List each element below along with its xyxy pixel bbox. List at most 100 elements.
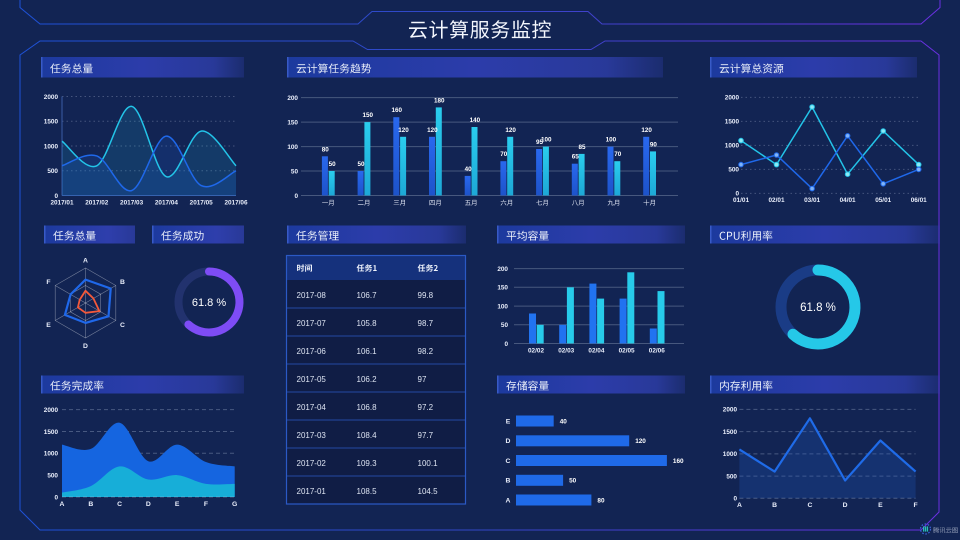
svg-text:D: D <box>843 502 848 509</box>
svg-text:F: F <box>914 502 918 509</box>
svg-text:100: 100 <box>606 137 617 144</box>
svg-text:E: E <box>878 502 883 509</box>
svg-text:02/01: 02/01 <box>769 197 785 204</box>
svg-text:C: C <box>807 502 812 509</box>
svg-text:2000: 2000 <box>44 94 59 101</box>
svg-text:70: 70 <box>614 151 622 158</box>
svg-text:0: 0 <box>54 494 58 501</box>
svg-text:97: 97 <box>418 375 427 384</box>
svg-text:05/01: 05/01 <box>875 197 891 204</box>
svg-text:A: A <box>60 501 65 508</box>
svg-text:65: 65 <box>572 154 580 161</box>
svg-text:2017-05: 2017-05 <box>297 375 327 384</box>
svg-text:85: 85 <box>578 144 586 151</box>
svg-text:2000: 2000 <box>723 407 738 414</box>
svg-text:0: 0 <box>733 496 737 503</box>
svg-text:50: 50 <box>357 161 365 168</box>
svg-text:40: 40 <box>465 166 473 173</box>
svg-text:90: 90 <box>650 141 658 148</box>
svg-text:61.8 %: 61.8 % <box>800 302 836 314</box>
svg-text:B: B <box>772 502 777 509</box>
svg-text:0: 0 <box>504 341 508 348</box>
svg-text:2000: 2000 <box>725 95 740 102</box>
svg-text:80: 80 <box>597 497 605 504</box>
svg-text:B: B <box>88 501 93 508</box>
svg-text:80: 80 <box>322 146 330 153</box>
svg-text:2017-01: 2017-01 <box>297 487 327 496</box>
svg-text:03/01: 03/01 <box>804 197 820 204</box>
svg-text:200: 200 <box>497 266 508 273</box>
svg-text:2017/03: 2017/03 <box>120 200 144 207</box>
svg-text:2017-03: 2017-03 <box>297 431 327 440</box>
svg-text:106.1: 106.1 <box>357 347 378 356</box>
svg-text:C: C <box>120 322 125 329</box>
svg-text:120: 120 <box>635 438 646 445</box>
svg-text:150: 150 <box>287 119 298 126</box>
svg-text:100: 100 <box>287 144 298 151</box>
svg-text:0: 0 <box>735 191 739 198</box>
svg-text:B: B <box>506 478 511 485</box>
svg-text:A: A <box>506 497 511 504</box>
svg-text:2017/06: 2017/06 <box>224 200 248 207</box>
svg-text:1500: 1500 <box>723 429 738 436</box>
svg-text:104.5: 104.5 <box>418 487 439 496</box>
svg-text:D: D <box>83 343 88 350</box>
svg-text:500: 500 <box>47 168 58 175</box>
svg-text:A: A <box>83 258 88 265</box>
svg-text:2017-08: 2017-08 <box>297 291 327 300</box>
svg-text:E: E <box>506 418 511 425</box>
svg-text:1500: 1500 <box>725 119 740 126</box>
svg-text:B: B <box>120 279 125 286</box>
svg-text:40: 40 <box>560 418 568 425</box>
svg-text:2017/05: 2017/05 <box>190 200 214 207</box>
svg-text:02/02: 02/02 <box>528 348 544 355</box>
svg-text:2000: 2000 <box>44 407 59 414</box>
svg-text:500: 500 <box>728 167 739 174</box>
svg-text:C: C <box>506 458 511 465</box>
svg-text:0: 0 <box>294 193 298 200</box>
svg-text:02/03: 02/03 <box>558 348 574 355</box>
svg-text:500: 500 <box>726 473 737 480</box>
svg-text:140: 140 <box>470 117 481 124</box>
svg-text:109.3: 109.3 <box>357 459 378 468</box>
svg-text:04/01: 04/01 <box>840 197 856 204</box>
svg-text:160: 160 <box>673 458 684 465</box>
svg-text:70: 70 <box>500 151 508 158</box>
svg-text:02/05: 02/05 <box>619 348 635 355</box>
svg-text:180: 180 <box>434 97 445 104</box>
svg-text:98.7: 98.7 <box>418 319 434 328</box>
svg-text:1500: 1500 <box>44 429 59 436</box>
svg-text:150: 150 <box>363 112 374 119</box>
svg-text:F: F <box>46 279 50 286</box>
svg-text:G: G <box>232 501 237 508</box>
svg-text:106.8: 106.8 <box>357 403 378 412</box>
svg-text:1000: 1000 <box>44 451 59 458</box>
svg-text:E: E <box>175 501 180 508</box>
svg-text:2017-07: 2017-07 <box>297 319 327 328</box>
svg-text:D: D <box>506 438 511 445</box>
svg-text:2017/04: 2017/04 <box>155 200 179 207</box>
svg-text:50: 50 <box>329 161 337 168</box>
svg-text:150: 150 <box>497 285 508 292</box>
svg-text:A: A <box>737 502 742 509</box>
svg-text:98.2: 98.2 <box>418 347 434 356</box>
svg-text:50: 50 <box>501 322 509 329</box>
svg-text:E: E <box>46 322 51 329</box>
svg-text:2017/01: 2017/01 <box>50 200 74 207</box>
svg-text:120: 120 <box>398 127 409 134</box>
svg-text:105.8: 105.8 <box>357 319 378 328</box>
svg-text:61.8 %: 61.8 % <box>192 297 226 309</box>
svg-text:100: 100 <box>497 303 508 310</box>
svg-text:0: 0 <box>54 193 58 200</box>
svg-text:02/04: 02/04 <box>588 348 604 355</box>
svg-text:108.5: 108.5 <box>357 487 378 496</box>
svg-text:2017/02: 2017/02 <box>85 200 109 207</box>
svg-text:160: 160 <box>391 107 402 114</box>
svg-text:1000: 1000 <box>725 143 740 150</box>
svg-text:97.2: 97.2 <box>418 403 434 412</box>
svg-text:1000: 1000 <box>44 143 59 150</box>
svg-text:06/01: 06/01 <box>911 197 927 204</box>
svg-text:95: 95 <box>536 139 544 146</box>
svg-text:120: 120 <box>641 127 652 134</box>
svg-text:100.1: 100.1 <box>418 459 439 468</box>
